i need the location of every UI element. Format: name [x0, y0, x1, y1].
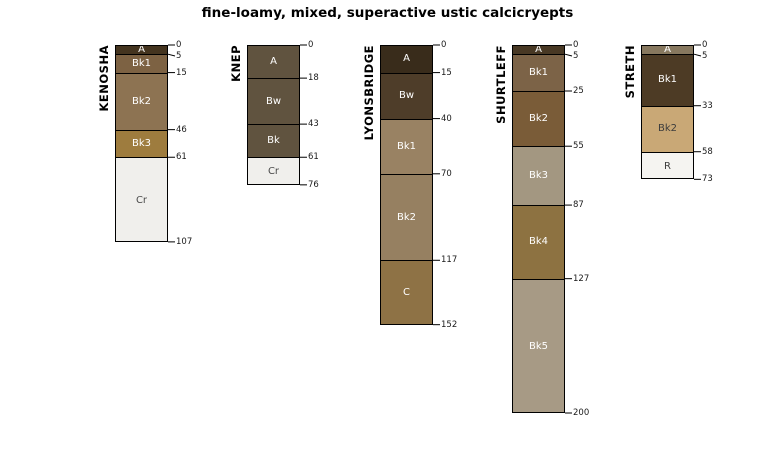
horizon-label: A: [535, 45, 542, 56]
profile-column-kenosha: A Bk1 Bk2 Bk3 Cr: [115, 45, 168, 242]
horizon-label: Bk4: [528, 236, 548, 248]
depth-label: 5: [573, 51, 579, 61]
depth-tick-line: [564, 53, 573, 57]
depth-label: 43: [308, 119, 319, 130]
horizon-label: Cr: [267, 166, 280, 178]
horizon-label: Bk2: [657, 123, 677, 135]
horizon-lyonsbridge-c: C: [381, 261, 432, 324]
horizon-kenosha-bk3: Bk3: [116, 130, 167, 159]
horizon-label: Bk3: [528, 170, 548, 182]
horizon-label: A: [403, 53, 410, 65]
horizon-label: Bk2: [131, 95, 151, 107]
depth-label: 25: [573, 86, 584, 96]
horizon-knep-a: A: [248, 46, 299, 80]
depth-label: 0: [176, 40, 182, 50]
horizon-label: Bw: [398, 90, 415, 102]
depth-label: 76: [308, 179, 319, 190]
horizon-label: Bk1: [657, 74, 677, 86]
horizon-label: Bk1: [131, 57, 151, 69]
horizon-shurtleff-a: A: [513, 45, 564, 56]
horizon-lyonsbridge-a: A: [381, 46, 432, 74]
horizon-shurtleff-bk5: Bk5: [513, 279, 564, 412]
depth-label: 15: [441, 67, 452, 78]
horizon-knep-bk: Bk: [248, 125, 299, 159]
profile-column-knep: A Bw Bk Cr: [247, 45, 300, 185]
depth-label: 15: [176, 67, 187, 78]
horizon-streth-bk2: Bk2: [642, 106, 693, 153]
horizon-label: A: [664, 45, 671, 56]
horizon-label: Bk5: [528, 340, 548, 352]
horizon-label: Bk: [267, 135, 280, 147]
horizon-kenosha-a: A: [116, 45, 167, 56]
horizon-streth-r: R: [642, 152, 693, 179]
horizon-lyonsbridge-bk2: Bk2: [381, 174, 432, 262]
depth-label: 58: [702, 146, 713, 157]
depth-label: 73: [702, 174, 713, 185]
horizon-kenosha-cr: Cr: [116, 158, 167, 241]
depth-label: 5: [176, 51, 182, 61]
depth-label: 200: [573, 408, 590, 418]
depth-label: 127: [573, 273, 590, 284]
depth-label: 33: [702, 100, 713, 111]
horizon-label: Cr: [135, 194, 148, 206]
horizon-streth-a: A: [642, 45, 693, 56]
depth-label: 0: [702, 40, 708, 50]
depth-label: 87: [573, 200, 584, 211]
horizon-label: Bw: [265, 95, 282, 107]
horizon-knep-cr: Cr: [248, 158, 299, 184]
profile-name-lyonsbridge: LYONSBRIDGE: [362, 45, 376, 141]
horizon-kenosha-bk2: Bk2: [116, 73, 167, 131]
horizon-knep-bw: Bw: [248, 79, 299, 126]
horizon-lyonsbridge-bw: Bw: [381, 73, 432, 120]
horizon-label: A: [270, 56, 277, 68]
depth-label: 61: [308, 152, 319, 163]
profile-name-knep: KNEP: [229, 45, 243, 82]
depth-label: 18: [308, 73, 319, 84]
horizon-label: Bk2: [528, 113, 548, 125]
depth-label: 5: [702, 51, 708, 61]
depth-label: 0: [573, 40, 579, 50]
depth-label: 117: [441, 255, 458, 266]
profile-name-streth: STRETH: [623, 45, 637, 99]
horizon-shurtleff-bk2: Bk2: [513, 91, 564, 148]
profile-name-shurtleff: SHURTLEFF: [494, 45, 508, 124]
horizon-shurtleff-bk1: Bk1: [513, 55, 564, 92]
horizon-label: Bk1: [396, 140, 416, 152]
depth-label: 107: [176, 236, 193, 247]
depth-label: 55: [573, 141, 584, 152]
horizon-label: Bk3: [131, 137, 151, 149]
profile-column-lyonsbridge: A Bw Bk1 Bk2 C: [380, 45, 433, 325]
depth-tick-line: [693, 53, 702, 57]
horizon-label: Bk2: [396, 211, 416, 223]
profile-column-streth: A Bk1 Bk2 R: [641, 45, 694, 180]
profile-name-kenosha: KENOSHA: [97, 45, 111, 112]
horizon-label: Bk1: [528, 67, 548, 79]
depth-label: 0: [441, 40, 447, 50]
horizon-streth-bk1: Bk1: [642, 55, 693, 107]
horizon-shurtleff-bk4: Bk4: [513, 206, 564, 280]
figure-title: fine-loamy, mixed, superactive ustic cal…: [201, 5, 574, 21]
horizon-kenosha-bk1: Bk1: [116, 55, 167, 74]
horizon-label: C: [403, 287, 410, 299]
horizon-label: A: [138, 45, 145, 56]
depth-label: 46: [176, 124, 187, 135]
depth-label: 40: [441, 113, 452, 124]
depth-tick-line: [167, 53, 176, 57]
horizon-label: R: [664, 160, 671, 172]
depth-label: 152: [441, 319, 458, 330]
depth-label: 61: [176, 152, 187, 163]
profile-column-shurtleff: A Bk1 Bk2 Bk3 Bk4 Bk5: [512, 45, 565, 413]
horizon-lyonsbridge-bk1: Bk1: [381, 119, 432, 175]
depth-label: 70: [441, 168, 452, 179]
depth-label: 0: [308, 40, 314, 50]
horizon-shurtleff-bk3: Bk3: [513, 147, 564, 207]
